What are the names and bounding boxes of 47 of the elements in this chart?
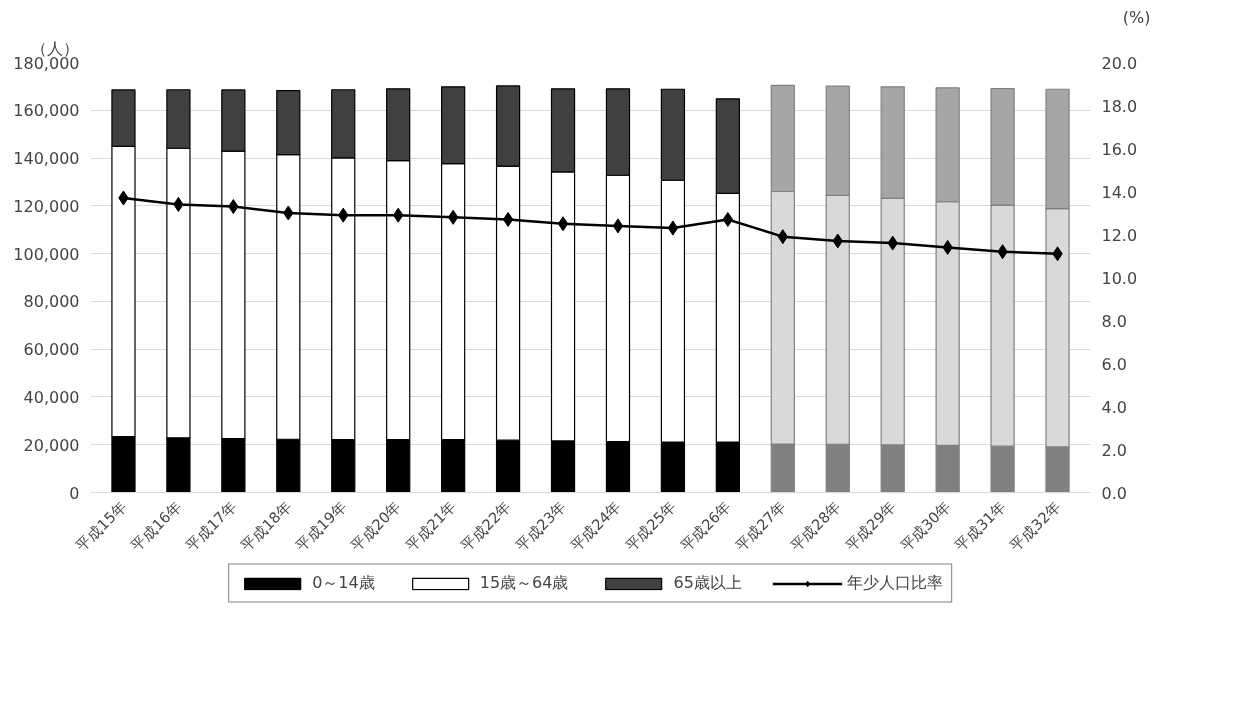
x-tick-label: 平成26年 <box>676 497 734 555</box>
point <box>722 211 734 227</box>
y2-tick-label: 12.0 <box>1101 225 1138 245</box>
y-tick-label: 100,000 <box>13 244 80 264</box>
y-tick-label: 140,000 <box>13 149 80 169</box>
x-tick-label: 平成17年 <box>182 497 240 555</box>
x-tick-label: 平成25年 <box>621 497 679 555</box>
x-tick-label: 平成32年 <box>1006 497 1064 555</box>
legend-label: 65歳以上 <box>673 572 742 594</box>
legend-label: 年少人口比率 <box>846 572 943 594</box>
x-tick-label: 平成19年 <box>292 497 350 555</box>
y-axis-title: （人） <box>30 38 79 58</box>
y2-tick-label: 6.0 <box>1101 354 1127 374</box>
y-tick-label: 40,000 <box>23 387 80 407</box>
x-tick-label: 平成31年 <box>951 497 1009 555</box>
y2-tick-label: 10.0 <box>1101 268 1138 288</box>
y2-tick-label: 8.0 <box>1101 311 1127 331</box>
y2-tick-label: 14.0 <box>1101 182 1138 202</box>
y-tick-label: 0 <box>69 483 80 503</box>
y-tick-label: 160,000 <box>13 101 80 121</box>
y2-tick-label: 18.0 <box>1101 96 1138 116</box>
y2-tick-label: 20.0 <box>1101 53 1138 73</box>
x-tick-label: 平成30年 <box>896 497 954 555</box>
y-tick-label: 80,000 <box>23 292 80 312</box>
y-tick-label: 60,000 <box>23 340 80 360</box>
x-tick-label: 平成20年 <box>347 497 405 555</box>
legend-label: 15歳～64歳 <box>479 572 569 594</box>
point <box>557 216 569 232</box>
point <box>667 220 679 236</box>
y-tick-label: 120,000 <box>13 196 80 216</box>
y2-tick-label: 4.0 <box>1101 397 1127 417</box>
point <box>612 218 624 234</box>
x-tick-label: 平成29年 <box>841 497 899 555</box>
y2-tick-label: 16.0 <box>1101 139 1138 159</box>
x-tick-label: 平成21年 <box>402 497 460 555</box>
x-tick-label: 平成28年 <box>786 497 844 555</box>
y2-tick-label: 0.0 <box>1101 483 1127 503</box>
x-tick-label: 平成16年 <box>127 497 185 555</box>
y2-axis-title: (%) <box>1122 7 1151 27</box>
point <box>502 211 514 227</box>
y2-tick-label: 2.0 <box>1101 440 1127 460</box>
y-tick-label: 20,000 <box>23 435 80 455</box>
x-tick-label: 平成22年 <box>457 497 515 555</box>
legend-label: 0～14歳 <box>312 572 375 594</box>
x-tick-label: 平成18年 <box>237 497 295 555</box>
x-tick-label: 平成27年 <box>731 497 789 555</box>
point <box>447 209 459 225</box>
